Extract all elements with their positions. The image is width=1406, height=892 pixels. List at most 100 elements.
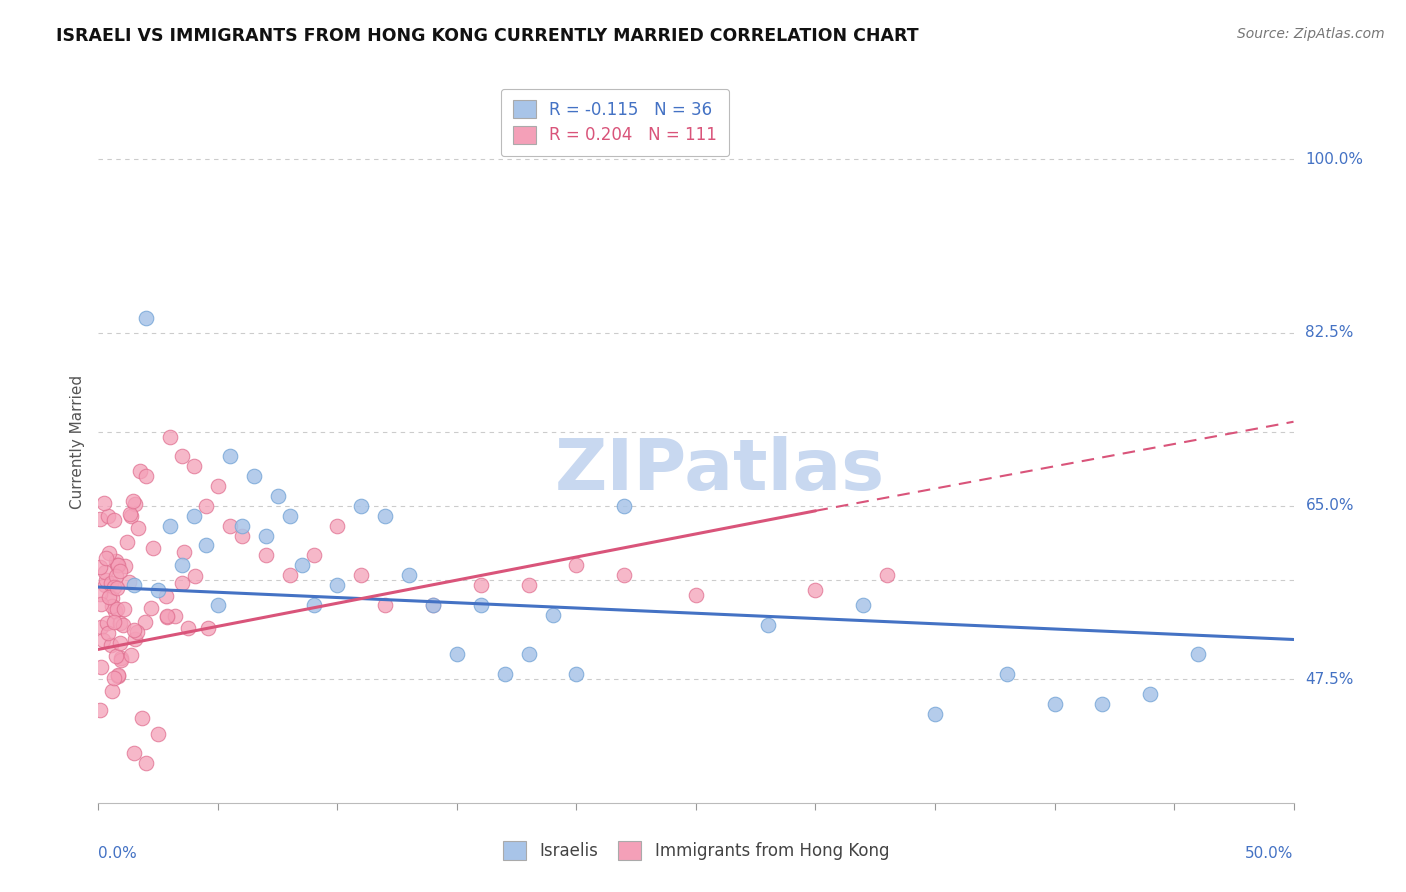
Point: [350, 568, 373, 582]
Point: [104, 604, 127, 618]
Point: [876, 568, 898, 582]
Point: [183, 569, 205, 583]
Point: [170, 576, 193, 591]
Point: [254, 549, 277, 563]
Point: [141, 541, 163, 555]
Point: [446, 648, 468, 662]
Point: [517, 578, 540, 592]
Point: [995, 667, 1018, 681]
Text: 82.5%: 82.5%: [1306, 326, 1354, 340]
Point: [302, 549, 325, 563]
Point: [120, 507, 142, 521]
Point: [124, 578, 146, 592]
Point: [89, 587, 111, 601]
Point: [112, 602, 135, 616]
Point: [1091, 697, 1114, 711]
Point: [101, 591, 124, 606]
Point: [172, 558, 194, 573]
Point: [124, 497, 146, 511]
Point: [97, 508, 120, 523]
Point: [148, 582, 170, 597]
Point: [131, 711, 153, 725]
Point: [93, 496, 115, 510]
Point: [278, 508, 301, 523]
Point: [107, 668, 129, 682]
Point: [422, 598, 444, 612]
Point: [135, 469, 157, 483]
Point: [302, 598, 325, 612]
Point: [422, 598, 444, 612]
Point: [124, 632, 146, 646]
Point: [148, 726, 170, 740]
Point: [159, 518, 181, 533]
Point: [685, 588, 707, 602]
Point: [470, 598, 492, 612]
Text: ISRAELI VS IMMIGRANTS FROM HONG KONG CURRENTLY MARRIED CORRELATION CHART: ISRAELI VS IMMIGRANTS FROM HONG KONG CUR…: [56, 27, 920, 45]
Point: [756, 617, 779, 632]
Point: [120, 648, 142, 662]
Point: [107, 669, 129, 683]
Point: [326, 518, 349, 533]
Text: 0.0%: 0.0%: [98, 847, 138, 861]
Point: [159, 429, 181, 443]
Y-axis label: Currently Married: Currently Married: [70, 375, 86, 508]
Point: [94, 551, 117, 566]
Point: [118, 574, 141, 589]
Point: [852, 598, 875, 612]
Point: [804, 582, 827, 597]
Point: [103, 615, 125, 629]
Point: [195, 539, 218, 553]
Point: [124, 747, 146, 761]
Point: [104, 554, 127, 568]
Point: [1187, 648, 1209, 662]
Point: [350, 499, 373, 513]
Text: 100.0%: 100.0%: [1306, 152, 1364, 167]
Point: [111, 618, 134, 632]
Point: [114, 558, 136, 573]
Point: [231, 518, 253, 533]
Point: [97, 626, 120, 640]
Point: [121, 494, 143, 508]
Point: [374, 598, 396, 612]
Point: [105, 581, 128, 595]
Point: [108, 564, 131, 578]
Point: [98, 590, 121, 604]
Point: [219, 450, 242, 464]
Point: [207, 598, 229, 612]
Point: [165, 609, 187, 624]
Point: [195, 499, 218, 513]
Point: [176, 621, 198, 635]
Point: [103, 580, 125, 594]
Point: [517, 648, 540, 662]
Point: [374, 508, 396, 523]
Point: [219, 518, 242, 533]
Point: [231, 528, 253, 542]
Point: [127, 625, 149, 640]
Legend: Israelis, Immigrants from Hong Kong: Israelis, Immigrants from Hong Kong: [496, 835, 896, 867]
Point: [1043, 697, 1066, 711]
Point: [197, 621, 219, 635]
Point: [565, 558, 588, 573]
Point: [156, 610, 179, 624]
Point: [243, 469, 266, 483]
Point: [565, 667, 588, 681]
Point: [267, 489, 290, 503]
Point: [96, 615, 118, 630]
Point: [541, 607, 564, 622]
Point: [91, 632, 114, 647]
Point: [105, 569, 128, 583]
Text: ZIPatlas: ZIPatlas: [555, 436, 884, 505]
Point: [103, 513, 125, 527]
Point: [173, 545, 195, 559]
Point: [98, 546, 121, 560]
Point: [101, 599, 124, 613]
Point: [100, 683, 122, 698]
Point: [613, 568, 636, 582]
Point: [1139, 687, 1161, 701]
Text: 47.5%: 47.5%: [1306, 672, 1354, 687]
Point: [117, 535, 139, 549]
Point: [100, 638, 122, 652]
Point: [104, 649, 127, 664]
Text: 50.0%: 50.0%: [1246, 847, 1294, 861]
Point: [183, 508, 205, 523]
